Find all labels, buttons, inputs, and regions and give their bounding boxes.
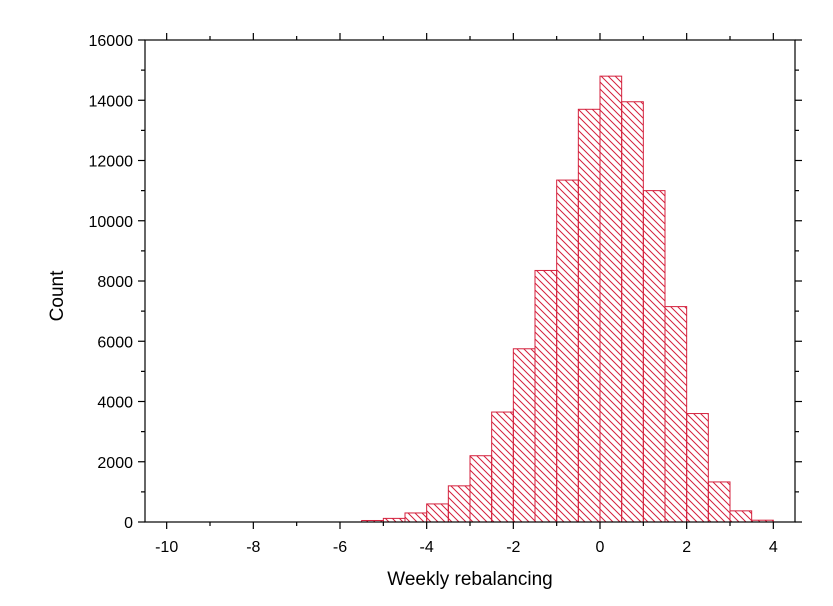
histogram-bar [447, 485, 471, 523]
histogram-bar [491, 411, 514, 523]
x-axis-title: Weekly rebalancing [387, 569, 552, 590]
axis-tick-labels: -10 -8 -6 -4 -2 0 2 4 0 2000 4000 6000 8000 10000 1200… [89, 33, 778, 556]
y-tick-label: 14000 [89, 93, 134, 110]
x-tick-label: -2 [506, 539, 520, 556]
y-tick-label: 0 [124, 515, 133, 532]
y-tick-label: 16000 [89, 33, 134, 50]
y-tick-label: 12000 [89, 154, 134, 171]
x-tick-label: 2 [682, 539, 691, 556]
y-tick-label: 8000 [97, 274, 133, 291]
y-tick-label: 2000 [97, 455, 133, 472]
histogram-bar [426, 503, 449, 523]
histogram-bar [577, 108, 601, 523]
x-tick-label: -4 [420, 539, 434, 556]
histogram-bar [556, 179, 579, 523]
x-tick-label: 0 [596, 539, 605, 556]
x-tick-label: -6 [333, 539, 347, 556]
histogram-bar [729, 510, 753, 523]
bars-group [361, 75, 774, 523]
histogram-bar [621, 101, 644, 523]
y-tick-label: 4000 [97, 395, 133, 412]
y-axis-title: Count [47, 270, 68, 321]
histogram-bar [642, 190, 666, 523]
x-tick-label: -10 [155, 539, 178, 556]
axis-ticks [138, 33, 802, 529]
histogram-bar [404, 512, 428, 523]
x-tick-label: 4 [769, 539, 778, 556]
histogram-bar [707, 481, 731, 523]
histogram-bar [599, 75, 623, 523]
y-tick-label: 10000 [89, 214, 134, 231]
histogram-bar [469, 455, 493, 523]
x-tick-label: -8 [246, 539, 260, 556]
histogram-bar [534, 269, 558, 523]
histogram-bar [664, 306, 688, 523]
histogram-bar [686, 413, 709, 523]
histogram-bar [512, 348, 536, 523]
y-tick-label: 6000 [97, 334, 133, 351]
